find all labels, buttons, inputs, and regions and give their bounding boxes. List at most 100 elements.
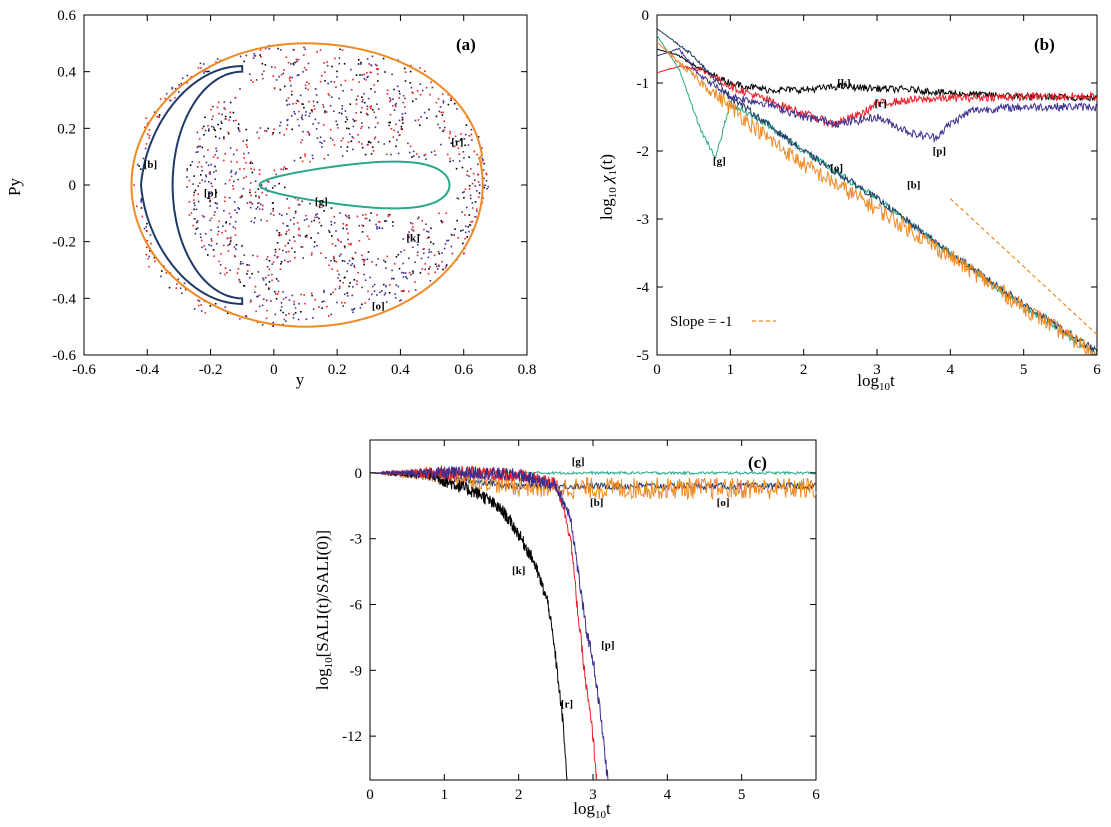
chaotic-point [236,149,238,151]
chaotic-point [257,188,260,190]
chaotic-point [255,310,257,313]
chaotic-point [436,265,438,268]
chaotic-point [304,87,307,90]
chaotic-point [188,214,191,216]
chaotic-point [464,231,467,234]
chaotic-point [470,133,473,136]
chaotic-point [170,99,172,102]
chaotic-point [324,111,326,114]
chaotic-point [477,163,479,166]
chaotic-point [429,266,431,268]
chaotic-point [265,299,268,301]
chaotic-point [232,111,235,114]
chaotic-point [219,264,222,266]
chaotic-point [223,159,225,162]
chaotic-point [243,167,245,170]
chaotic-point [230,169,233,172]
chaotic-point [397,253,400,256]
chaotic-point [348,215,350,217]
chaotic-point [196,166,199,168]
chaotic-point [289,260,291,262]
chaotic-point [216,58,219,60]
chaotic-point [288,229,290,231]
chaotic-point [322,124,325,126]
chaotic-point [264,47,267,50]
chaotic-point [418,216,420,219]
chaotic-point [286,104,289,106]
chaotic-point [136,205,138,208]
panel-c-ticks: 0 1 2 3 4 5 6 0 -3 -6 -9 -12 [342,440,820,803]
chaotic-point [424,263,427,265]
chaotic-point [278,75,280,78]
chaotic-point [321,301,323,303]
chaotic-point [286,198,288,200]
chaotic-point [407,142,409,145]
panel-b-series-b [656,28,1098,353]
chaotic-point [239,196,242,199]
chaotic-point [337,277,339,279]
chaotic-point [265,194,268,196]
chaotic-point [277,280,280,282]
chaotic-point [404,112,407,115]
chaotic-point [444,126,446,129]
panel-c-annotation: [g] [572,456,585,468]
chaotic-point [412,229,415,232]
chaotic-point [296,60,298,63]
chaotic-point [334,57,336,60]
chaotic-point [214,202,217,204]
chaotic-point [255,79,258,81]
chaotic-point [275,79,278,81]
chaotic-point [196,131,199,134]
chaotic-point [246,146,248,148]
chaotic-point [197,185,199,187]
panel-b-xtick-label: 3 [873,362,881,378]
chaotic-point [311,294,313,297]
chaotic-point [462,151,465,153]
chaotic-point [351,308,353,311]
chaotic-point [146,240,149,242]
chaotic-point [291,294,294,297]
chaotic-point [198,145,201,148]
chaotic-point [234,227,237,230]
chaotic-point [379,291,381,294]
chaotic-point [313,241,316,243]
chaotic-point [401,271,403,274]
chaotic-point [318,306,320,308]
chaotic-point [283,166,286,168]
chaotic-point [224,153,226,155]
chaotic-point [256,131,259,134]
chaotic-point [342,137,344,140]
panel-b-ytick-label: -1 [637,76,650,92]
panel-a-xtick-label: 0 [270,362,278,378]
chaotic-point [352,258,354,260]
chaotic-point [315,214,317,216]
chaotic-point [335,230,337,232]
chaotic-point [294,256,296,259]
chaotic-point [289,79,291,82]
panel-c-series-r [370,465,598,780]
chaotic-point [283,134,286,136]
chaotic-point [467,225,469,228]
chaotic-point [193,191,196,194]
chaotic-point [298,110,300,113]
chaotic-point [394,293,396,295]
chaotic-point [165,92,168,95]
chaotic-point [348,127,350,130]
chaotic-point [254,285,257,288]
chaotic-point [189,164,192,166]
chaotic-point [193,204,196,207]
chaotic-point [469,224,472,227]
chaotic-point [327,82,329,85]
chaotic-point [361,106,363,109]
chaotic-point [186,74,189,77]
chaotic-point [364,279,367,281]
chaotic-point [268,268,271,271]
chaotic-point [148,129,151,131]
chaotic-point [351,135,354,138]
chaotic-point [245,128,248,131]
chaotic-point [350,264,352,267]
chaotic-point [353,120,356,122]
chaotic-point [366,105,369,108]
panel-c-annotation: [o] [717,497,730,509]
panel-c-annotation: [r] [561,699,573,711]
